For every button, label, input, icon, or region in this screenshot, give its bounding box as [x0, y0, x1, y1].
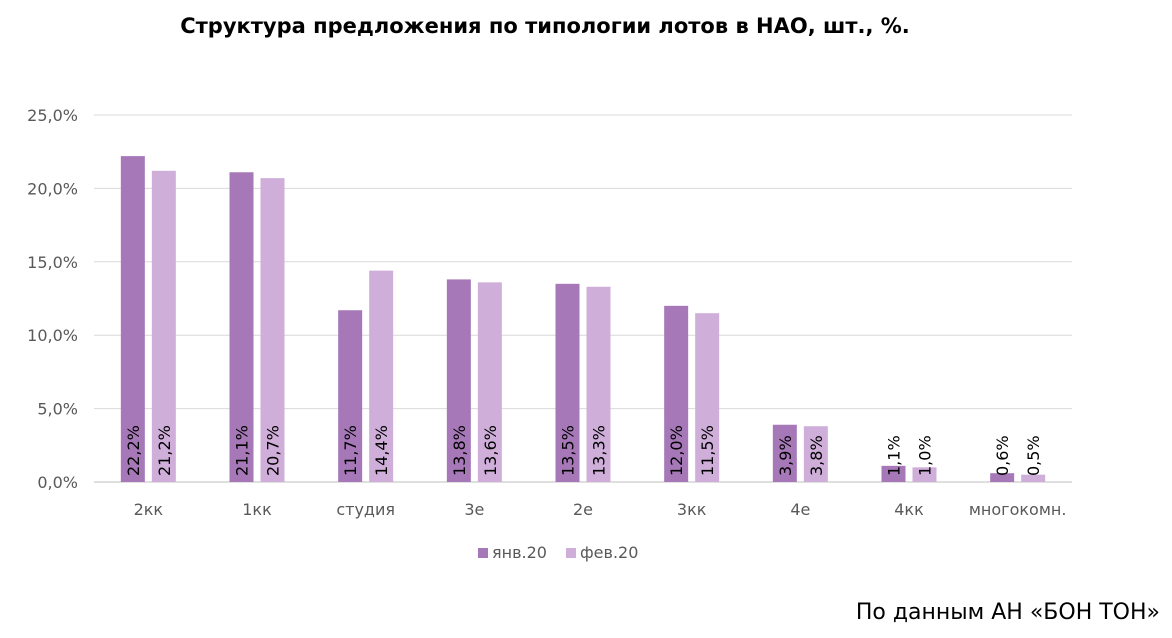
bar: [446, 279, 471, 482]
legend-label: фев.20: [580, 543, 638, 562]
bar: [338, 310, 363, 482]
x-category-label: 3кк: [677, 500, 707, 519]
x-category-label: 2е: [573, 500, 593, 519]
bar: [695, 313, 720, 482]
data-label: 13,8%: [450, 425, 469, 476]
legend-swatch: [566, 548, 576, 558]
data-label: 13,6%: [481, 425, 500, 476]
y-tick-label: 5,0%: [37, 400, 78, 419]
data-labels: 22,2% 21,2% 21,1% 20,7% 11,7% 14,4% 13,8% 13,6%…: [124, 425, 1043, 476]
x-category-label: 2кк: [134, 500, 164, 519]
source-note: По данным АН «БОН ТОН»: [855, 600, 1160, 625]
gridlines: [94, 114, 1072, 483]
data-label: 0,5%: [1024, 435, 1043, 476]
bar: [120, 156, 145, 482]
legend-label: янв.20: [492, 543, 547, 562]
y-tick-label: 10,0%: [27, 326, 78, 345]
data-label: 3,9%: [776, 435, 795, 476]
y-tick-label: 25,0%: [27, 106, 78, 125]
y-tick-label: 0,0%: [37, 473, 78, 492]
x-category-label: студия: [336, 500, 395, 519]
data-label: 21,2%: [155, 425, 174, 476]
bar: [151, 170, 176, 482]
y-axis-ticks: 0,0% 5,0% 10,0% 15,0% 20,0% 25,0%: [27, 106, 78, 492]
bars: [120, 156, 1046, 482]
data-label: 11,5%: [698, 425, 717, 476]
bar: [912, 467, 937, 482]
bar: [772, 424, 797, 482]
x-category-label: 4е: [790, 500, 810, 519]
legend: янв.20 фев.20: [478, 543, 638, 562]
data-label: 14,4%: [372, 425, 391, 476]
data-label: 1,0%: [916, 435, 935, 476]
bar: [664, 305, 689, 482]
data-label: 13,5%: [559, 425, 578, 476]
chart-title: Структура предложения по типологии лотов…: [180, 14, 910, 38]
data-label: 1,1%: [885, 435, 904, 476]
data-label: 12,0%: [667, 425, 686, 476]
data-label: 0,6%: [993, 435, 1012, 476]
x-category-label: многокомн.: [969, 500, 1067, 519]
data-label: 11,7%: [341, 425, 360, 476]
bar: [586, 286, 611, 482]
data-label: 22,2%: [124, 425, 143, 476]
data-label: 20,7%: [264, 425, 283, 476]
data-label: 21,1%: [233, 425, 252, 476]
bar: [477, 282, 502, 482]
data-label: 13,3%: [590, 425, 609, 476]
bar: [1021, 474, 1046, 482]
y-tick-label: 20,0%: [27, 179, 78, 198]
bar: [369, 270, 394, 482]
y-tick-label: 15,0%: [27, 253, 78, 272]
x-category-label: 1кк: [242, 500, 272, 519]
bar: [881, 465, 906, 482]
x-category-label: 3е: [464, 500, 484, 519]
data-label: 3,8%: [807, 435, 826, 476]
x-axis-categories: 2кк 1кк студия 3е 2е 3кк 4е 4кк многокомн.: [134, 500, 1067, 519]
bar: [990, 473, 1015, 482]
bar: [229, 172, 254, 482]
bar: [803, 426, 828, 482]
x-category-label: 4кк: [894, 500, 924, 519]
bar: [260, 178, 285, 482]
legend-swatch: [478, 548, 488, 558]
bar: [555, 283, 580, 482]
